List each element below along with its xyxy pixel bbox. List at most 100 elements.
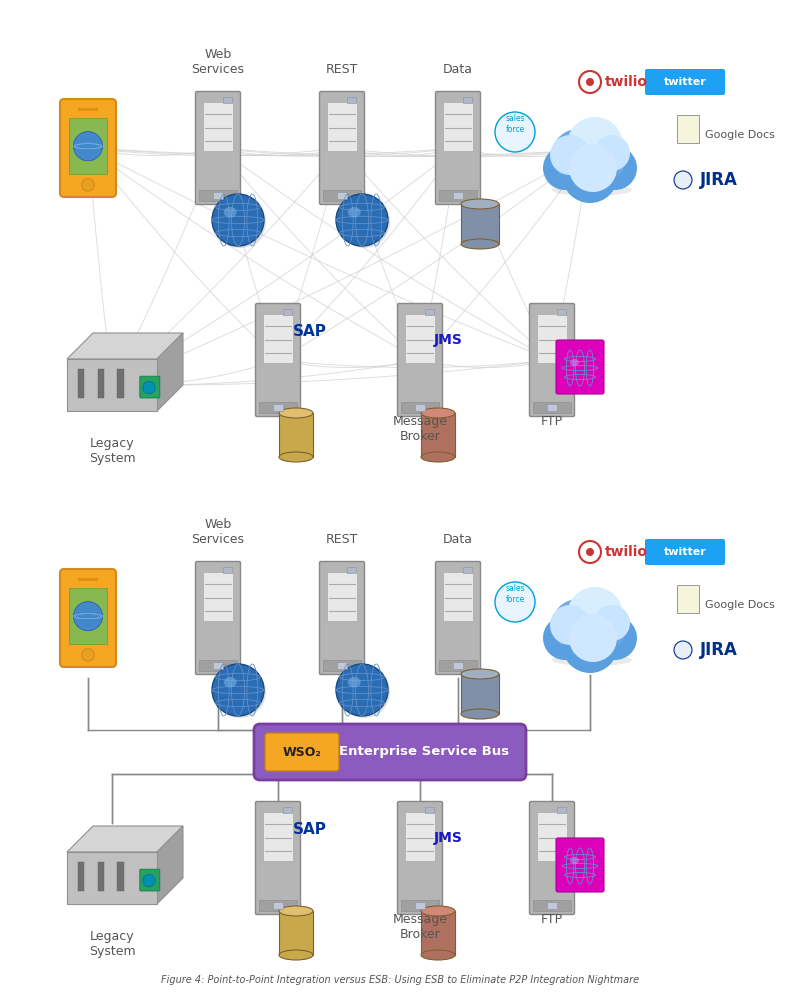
Bar	[546, 404, 558, 411]
FancyBboxPatch shape	[645, 69, 725, 95]
Bar	[439, 660, 477, 671]
FancyBboxPatch shape	[195, 562, 241, 674]
Ellipse shape	[461, 669, 499, 679]
Circle shape	[336, 664, 388, 716]
Circle shape	[562, 350, 598, 386]
Circle shape	[82, 649, 94, 661]
Text: REST: REST	[326, 63, 358, 76]
Circle shape	[562, 848, 598, 884]
Ellipse shape	[421, 906, 455, 916]
Text: Web
Services: Web Services	[191, 518, 245, 546]
Bar	[453, 192, 463, 199]
Circle shape	[586, 548, 594, 556]
FancyBboxPatch shape	[556, 340, 604, 394]
Bar	[557, 807, 566, 813]
Text: Legacy
System: Legacy System	[89, 930, 135, 958]
Text: JMS: JMS	[434, 333, 463, 347]
Ellipse shape	[570, 857, 579, 864]
Ellipse shape	[338, 666, 390, 718]
Circle shape	[552, 129, 604, 181]
Circle shape	[550, 605, 590, 645]
Bar	[259, 900, 297, 911]
Bar	[273, 404, 283, 411]
Text: Data: Data	[443, 533, 473, 546]
Bar	[461, 204, 499, 244]
Bar	[405, 812, 435, 861]
FancyBboxPatch shape	[60, 99, 116, 197]
Bar	[461, 674, 499, 714]
Bar	[443, 102, 473, 151]
Polygon shape	[67, 826, 183, 852]
Bar	[546, 902, 558, 909]
Circle shape	[142, 381, 155, 394]
Bar	[425, 807, 434, 813]
Circle shape	[142, 874, 155, 887]
Bar	[533, 900, 571, 911]
FancyBboxPatch shape	[398, 304, 442, 416]
Bar	[439, 190, 477, 201]
Bar	[69, 588, 107, 644]
Ellipse shape	[421, 950, 455, 960]
Text: Web
Services: Web Services	[191, 48, 245, 76]
Bar	[405, 314, 435, 363]
Bar	[118, 369, 124, 398]
Text: twilio: twilio	[605, 75, 648, 89]
Bar	[537, 812, 567, 861]
Bar	[203, 572, 233, 621]
Text: Google Docs: Google Docs	[705, 600, 775, 610]
Text: Figure 4: Point-to-Point Integration versus ESB: Using ESB to Eliminate P2P Inte: Figure 4: Point-to-Point Integration ver…	[161, 975, 639, 985]
Bar	[347, 97, 356, 103]
Bar	[425, 309, 434, 315]
Polygon shape	[67, 333, 183, 359]
Text: sales
force: sales force	[505, 114, 525, 134]
Circle shape	[579, 71, 601, 93]
Bar	[203, 102, 233, 151]
Ellipse shape	[552, 184, 632, 196]
FancyBboxPatch shape	[254, 724, 526, 780]
Bar	[199, 190, 237, 201]
Ellipse shape	[552, 654, 632, 666]
Ellipse shape	[461, 239, 499, 249]
Text: WSO₂: WSO₂	[282, 746, 322, 758]
Bar	[213, 662, 223, 669]
FancyBboxPatch shape	[435, 92, 481, 205]
FancyBboxPatch shape	[140, 869, 160, 891]
Bar	[463, 97, 472, 103]
FancyBboxPatch shape	[319, 92, 365, 205]
FancyBboxPatch shape	[398, 802, 442, 914]
Circle shape	[336, 194, 388, 246]
Ellipse shape	[564, 352, 600, 388]
Circle shape	[567, 117, 623, 173]
Ellipse shape	[421, 408, 455, 418]
Bar	[337, 662, 347, 669]
Bar	[78, 108, 98, 111]
Text: twilio: twilio	[605, 545, 648, 559]
Bar	[677, 115, 699, 143]
Text: JIRA: JIRA	[700, 641, 738, 659]
Text: twitter: twitter	[664, 547, 706, 557]
Text: Data: Data	[443, 63, 473, 76]
Circle shape	[562, 617, 618, 673]
Bar	[279, 911, 313, 955]
Ellipse shape	[224, 207, 237, 217]
Ellipse shape	[214, 196, 266, 248]
Bar	[259, 402, 297, 413]
Text: FTP: FTP	[541, 913, 563, 926]
Circle shape	[74, 132, 102, 161]
FancyBboxPatch shape	[60, 569, 116, 667]
Circle shape	[495, 112, 535, 152]
Bar	[67, 359, 157, 411]
Bar	[414, 404, 426, 411]
FancyBboxPatch shape	[255, 304, 301, 416]
Bar	[98, 862, 104, 891]
FancyBboxPatch shape	[530, 802, 574, 914]
Bar	[421, 413, 455, 457]
Bar	[401, 900, 439, 911]
Ellipse shape	[570, 359, 579, 366]
Ellipse shape	[348, 207, 361, 217]
Circle shape	[569, 614, 617, 662]
Ellipse shape	[224, 677, 237, 687]
Text: twitter: twitter	[664, 77, 706, 87]
Text: SAP: SAP	[293, 822, 327, 838]
Ellipse shape	[214, 666, 266, 718]
